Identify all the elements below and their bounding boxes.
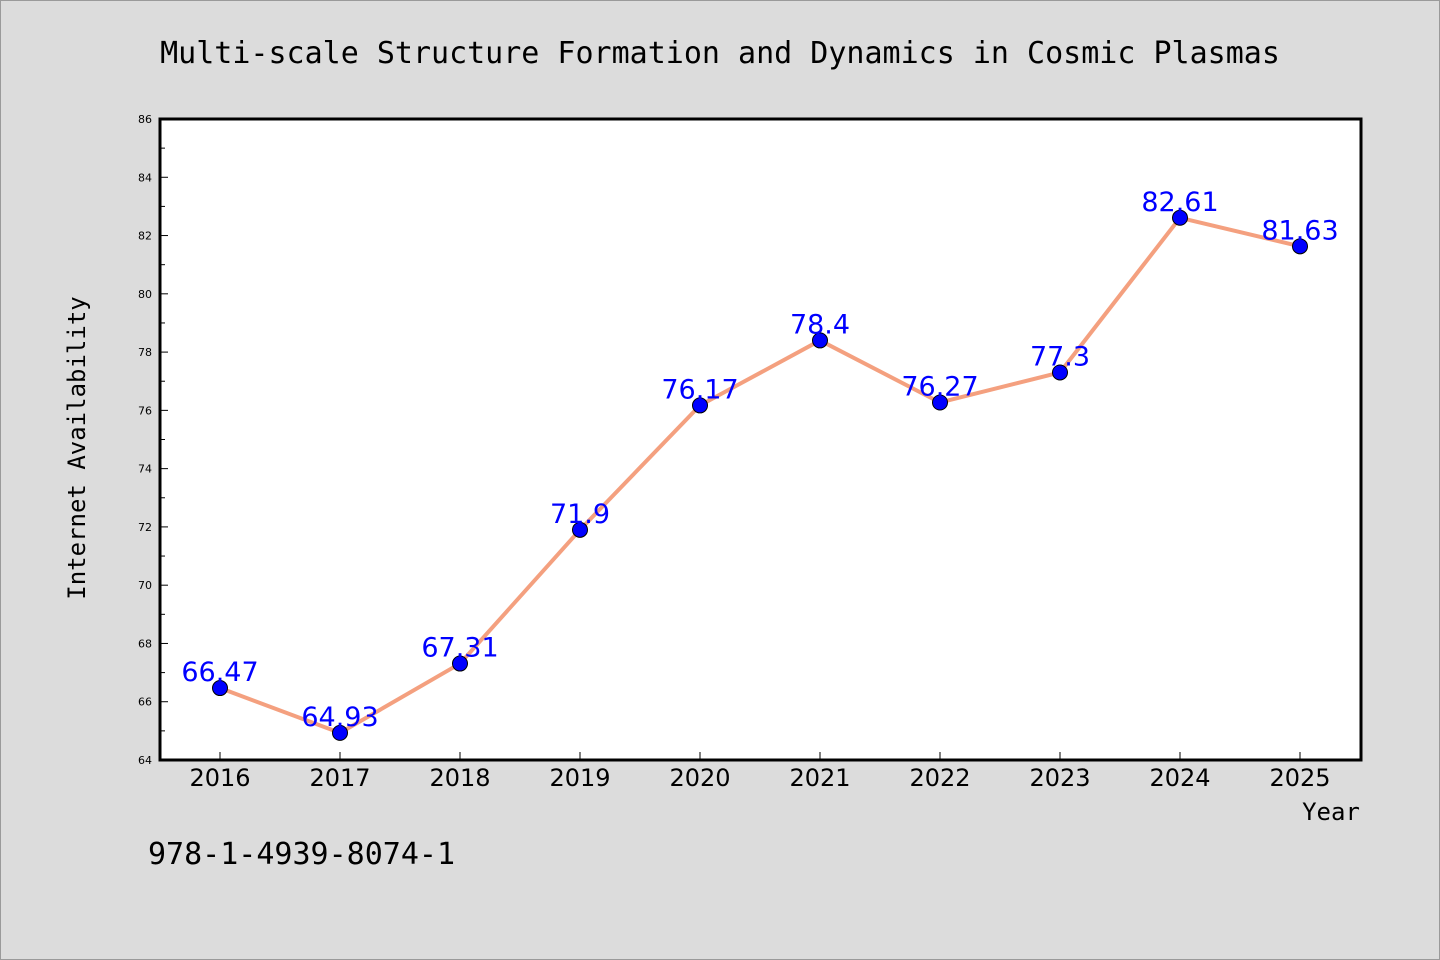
data-label: 67.31 (421, 633, 498, 664)
x-tick-label: 2016 (189, 764, 250, 792)
y-tick-label: 78 (138, 346, 152, 359)
data-label: 82.61 (1141, 187, 1218, 218)
y-tick-label: 68 (138, 637, 152, 650)
y-tick-label: 70 (138, 579, 152, 592)
series-line (218, 215, 1302, 735)
data-label: 76.17 (661, 374, 738, 405)
data-markers (212, 209, 1308, 741)
data-point-marker (452, 655, 468, 672)
y-tick-label: 82 (138, 230, 152, 243)
y-axis-label: Internet Availability (63, 296, 91, 599)
data-point-marker (692, 397, 708, 414)
x-tick-label: 2020 (669, 764, 730, 792)
data-label: 78.4 (790, 309, 850, 340)
footer-identifier: 978-1-4939-8074-1 (148, 837, 455, 872)
y-tick-label: 76 (138, 404, 152, 417)
x-tick-label: 2024 (1149, 764, 1210, 792)
data-point-marker (1292, 238, 1308, 255)
x-tick-label: 2021 (789, 764, 850, 792)
x-tick-label: 2017 (309, 764, 370, 792)
data-label: 76.27 (901, 371, 978, 402)
data-label: 66.47 (181, 657, 258, 688)
y-tick-label: 72 (138, 521, 152, 534)
data-label: 64.93 (301, 702, 378, 733)
y-tick-label: 80 (138, 288, 152, 301)
x-tick-label: 2025 (1269, 764, 1330, 792)
chart-title: Multi-scale Structure Formation and Dyna… (160, 36, 1280, 71)
plot-area (160, 119, 1361, 760)
data-label: 77.3 (1030, 341, 1090, 372)
data-point-marker (1172, 209, 1188, 226)
x-axis-ticks: 2016 2017 2018 2019 2020 2021 2022 2023 2024 2025 (189, 752, 1331, 792)
y-tick-label: 84 (138, 171, 152, 184)
y-tick-label: 66 (138, 696, 152, 709)
data-label: 81.63 (1261, 215, 1338, 246)
data-point-marker (1052, 364, 1068, 381)
y-tick-label: 74 (138, 463, 152, 476)
x-tick-label: 2022 (909, 764, 970, 792)
x-tick-label: 2023 (1029, 764, 1090, 792)
x-axis-label: Year (1302, 798, 1360, 826)
y-tick-label: 64 (138, 754, 152, 767)
data-label: 71.9 (550, 499, 610, 530)
plot-frame (158, 117, 1363, 762)
x-tick-label: 2019 (549, 764, 610, 792)
data-point-marker (812, 332, 828, 349)
x-tick-label: 2018 (429, 764, 490, 792)
data-point-marker (932, 394, 948, 411)
data-point-marker (332, 724, 348, 741)
data-labels: 66.47 64.93 67.31 71.9 76.17 78.4 76.27 77.3 82.… (181, 187, 1338, 733)
y-tick-label: 86 (138, 113, 152, 126)
data-point-marker (572, 521, 588, 538)
data-point-marker (212, 680, 228, 697)
